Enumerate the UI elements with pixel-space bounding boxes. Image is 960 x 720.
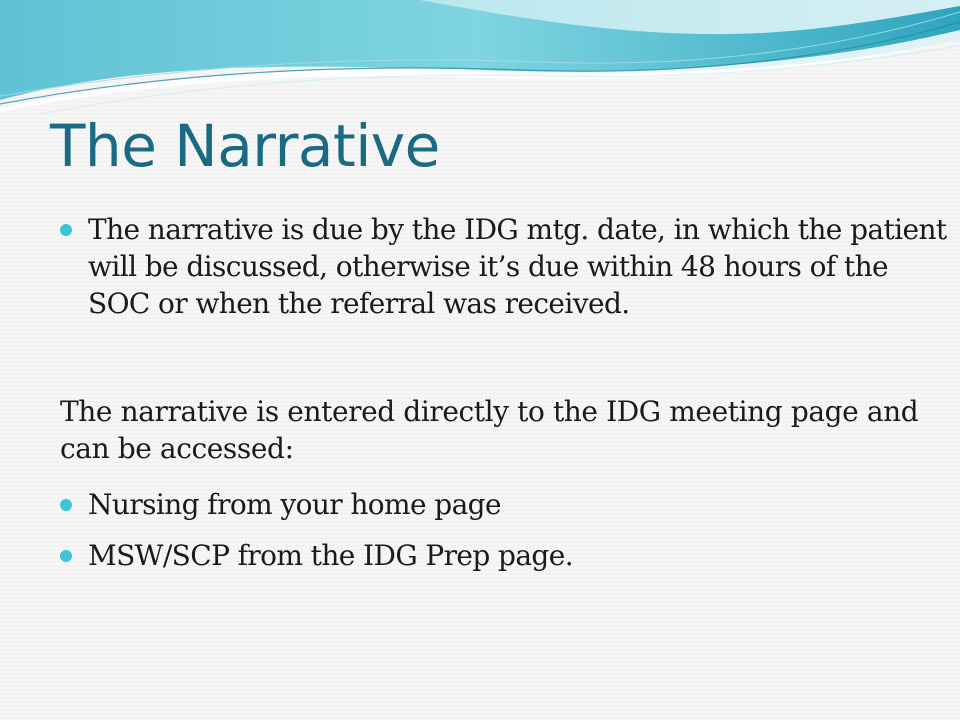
wave-band-highlight (420, 0, 960, 35)
wave-line-2 (0, 11, 960, 97)
bullet-icon (60, 224, 72, 236)
bullet-text: MSW/SCP from the IDG Prep page. (88, 539, 574, 572)
wave-band-swoosh (0, 30, 960, 112)
bullet-item-due-date: The narrative is due by the IDG mtg. dat… (60, 211, 948, 322)
slide-title: The Narrative (50, 112, 440, 180)
bullet-icon (60, 550, 72, 562)
wave-line-3 (39, 45, 960, 115)
bullet-item-nursing: Nursing from your home page (60, 486, 948, 523)
bullet-item-msw-scp: MSW/SCP from the IDG Prep page. (60, 537, 948, 574)
wave-banner-decoration (0, 0, 960, 115)
bullet-text: The narrative is due by the IDG mtg. dat… (88, 213, 947, 320)
bullet-icon (60, 499, 72, 511)
bullet-text: Nursing from your home page (88, 488, 502, 521)
wave-line-1 (0, 21, 960, 105)
body-paragraph-access: The narrative is entered directly to the… (60, 395, 919, 465)
